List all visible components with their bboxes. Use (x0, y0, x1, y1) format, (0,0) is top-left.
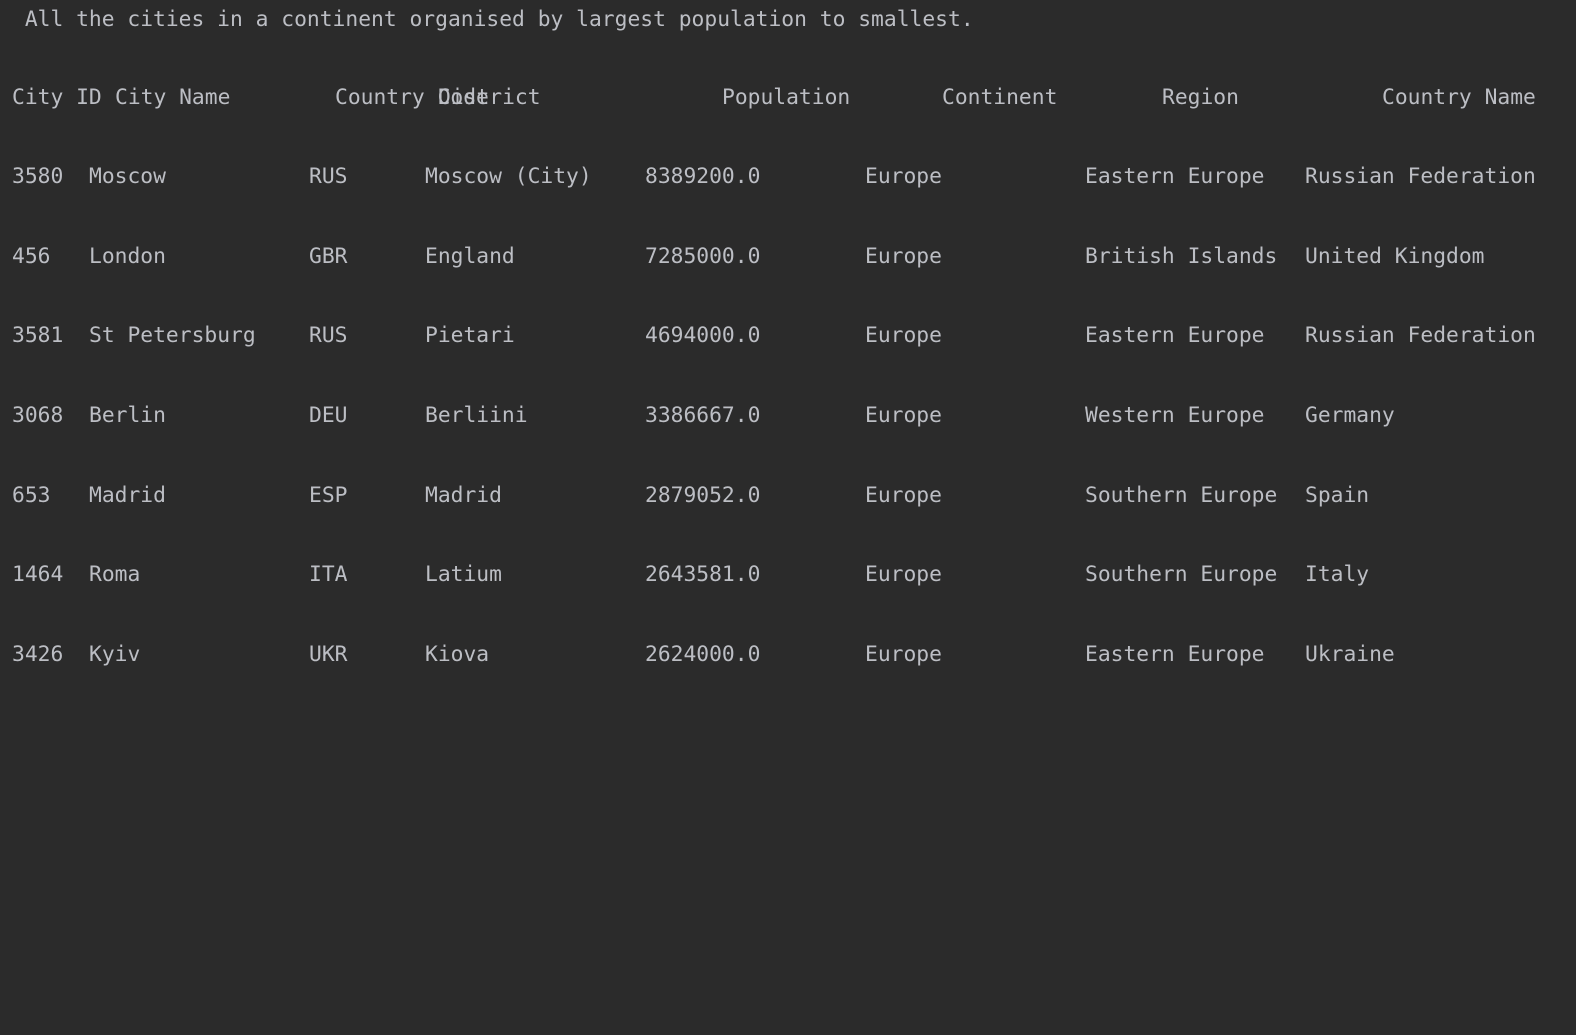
cell-country-name: Ukraine (1305, 642, 1395, 667)
cell-population: 4694000.0 (645, 323, 761, 348)
separator-line: ----------------------------------------… (12, 197, 1459, 237)
header-country-name: Country Name (1382, 85, 1536, 110)
cell-region: British Islands (1085, 244, 1278, 269)
cell-country-name: Russian Federation (1305, 323, 1536, 348)
header-population: Population (722, 85, 851, 110)
cell-population: 3386667.0 (645, 403, 761, 428)
header-city-id: City ID (12, 85, 102, 110)
cell-population: 2643581.0 (645, 562, 761, 587)
intro-text: All the cities in a continent organised … (12, 7, 974, 32)
separator-line: ----------------------------------------… (12, 277, 1459, 317)
cell-continent: Europe (865, 483, 942, 508)
cell-city-id: 1464 (12, 562, 64, 587)
console-output: All the cities in a continent organised … (0, 0, 1576, 675)
cell-region: Eastern Europe (1085, 164, 1265, 189)
cell-continent: Europe (865, 323, 942, 348)
cell-city-name: St Petersburg (89, 323, 256, 348)
header-city-name: City Name (115, 85, 231, 110)
header-continent: Continent (942, 85, 1058, 110)
cell-city-name: Kyiv (89, 642, 141, 667)
table-row: 456 London GBR England 7285000.0 Europe … (0, 237, 1576, 277)
cell-continent: Europe (865, 403, 942, 428)
cell-city-id: 3426 (12, 642, 64, 667)
cell-country-name: United Kingdom (1305, 244, 1485, 269)
table-row: 3426 Kyiv UKR Kiova 2624000.0 Europe Eas… (0, 635, 1576, 675)
header-region: Region (1162, 85, 1239, 110)
separator-line: ----------------------------------------… (12, 674, 1459, 714)
table-row: 653 Madrid ESP Madrid 2879052.0 Europe S… (0, 476, 1576, 516)
cell-country-name: Spain (1305, 483, 1370, 508)
cell-region: Eastern Europe (1085, 642, 1265, 667)
table-row: 1464 Roma ITA Latium 2643581.0 Europe So… (0, 555, 1576, 595)
cell-country-name: Italy (1305, 562, 1370, 587)
cell-country-code: ESP (309, 483, 348, 508)
cell-country-code: DEU (309, 403, 348, 428)
cell-city-name: Moscow (89, 164, 166, 189)
separator-line: ----------------------------------------… (12, 118, 1498, 158)
cell-district: Berliini (425, 403, 528, 428)
table-row: 3581 St Petersburg RUS Pietari 4694000.0… (0, 316, 1576, 356)
separator-line: ----------------------------------------… (12, 595, 1459, 635)
cell-country-code: RUS (309, 164, 348, 189)
cell-city-id: 3580 (12, 164, 64, 189)
header-row: City ID City Name Country Code District … (0, 78, 1576, 118)
separator-line: ----------------------------------------… (12, 515, 1459, 555)
cell-city-id: 653 (12, 483, 51, 508)
cell-region: Eastern Europe (1085, 323, 1265, 348)
cell-continent: Europe (865, 562, 942, 587)
cell-country-code: ITA (309, 562, 348, 587)
table-row: 3580 Moscow RUS Moscow (City) 8389200.0 … (0, 157, 1576, 197)
cell-population: 2879052.0 (645, 483, 761, 508)
cell-city-name: London (89, 244, 166, 269)
cell-population: 8389200.0 (645, 164, 761, 189)
cell-country-code: RUS (309, 323, 348, 348)
cell-country-code: UKR (309, 642, 348, 667)
separator-line: ----------------------------------------… (12, 436, 1459, 476)
separator-line: ----------------------------------------… (12, 356, 1459, 396)
cell-district: England (425, 244, 515, 269)
cell-city-id: 456 (12, 244, 51, 269)
intro-line: All the cities in a continent organised … (0, 0, 1576, 40)
separator-line: ----------------------------------------… (12, 39, 1498, 79)
cell-district: Latium (425, 562, 502, 587)
cell-district: Kiova (425, 642, 490, 667)
cell-city-id: 3581 (12, 323, 64, 348)
cell-district: Moscow (City) (425, 164, 592, 189)
cell-city-name: Berlin (89, 403, 166, 428)
cell-population: 2624000.0 (645, 642, 761, 667)
cell-country-code: GBR (309, 244, 348, 269)
cell-district: Madrid (425, 483, 502, 508)
cell-continent: Europe (865, 244, 942, 269)
cell-continent: Europe (865, 164, 942, 189)
cell-city-id: 3068 (12, 403, 64, 428)
header-district: District (438, 85, 541, 110)
cell-country-name: Russian Federation (1305, 164, 1536, 189)
cell-population: 7285000.0 (645, 244, 761, 269)
cell-region: Southern Europe (1085, 562, 1278, 587)
cell-city-name: Roma (89, 562, 141, 587)
header-country-code: Country Code (335, 85, 489, 110)
cell-country-name: Germany (1305, 403, 1395, 428)
cell-region: Western Europe (1085, 403, 1265, 428)
table-row: 3068 Berlin DEU Berliini 3386667.0 Europ… (0, 396, 1576, 436)
cell-city-name: Madrid (89, 483, 166, 508)
cell-district: Pietari (425, 323, 515, 348)
cell-region: Southern Europe (1085, 483, 1278, 508)
cell-continent: Europe (865, 642, 942, 667)
